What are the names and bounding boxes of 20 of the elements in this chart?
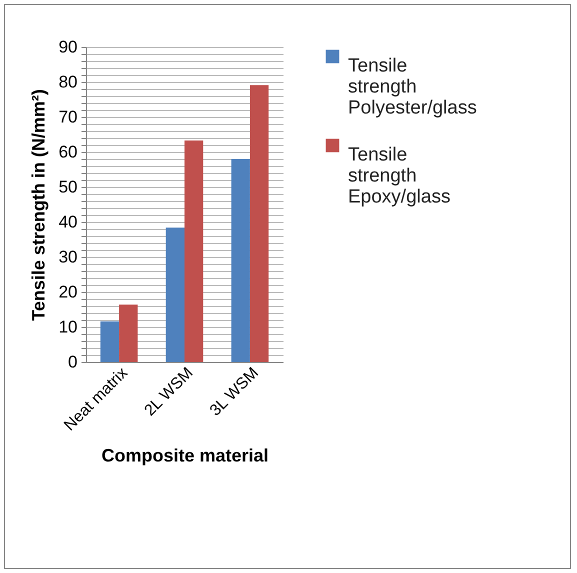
bar (250, 85, 269, 362)
y-tick-label: 40 (58, 212, 78, 232)
y-tick-label: 10 (58, 318, 78, 336)
y-tick-label: 0 (68, 352, 78, 372)
y-tick-label: 70 (58, 108, 78, 126)
y-tick-label: 80 (58, 72, 78, 92)
bar (166, 228, 184, 362)
y-tick-label: 90 (58, 38, 78, 56)
legend-label: Tensile strength Epoxy/glass (348, 144, 450, 208)
y-tick-label: 50 (58, 178, 78, 196)
bar (100, 321, 120, 362)
legend-label: Tensile strength Polyester/glass (348, 56, 477, 118)
y-tick-label: 20 (58, 282, 78, 302)
x-axis-title: Composite material (101, 446, 269, 466)
bar (231, 159, 250, 362)
bar (184, 140, 204, 362)
y-tick-label: 30 (58, 248, 78, 266)
y-axis-title: Tensile strength in (N/mm²) (28, 89, 49, 321)
bar (119, 304, 138, 362)
y-tick-label: 60 (58, 142, 78, 162)
